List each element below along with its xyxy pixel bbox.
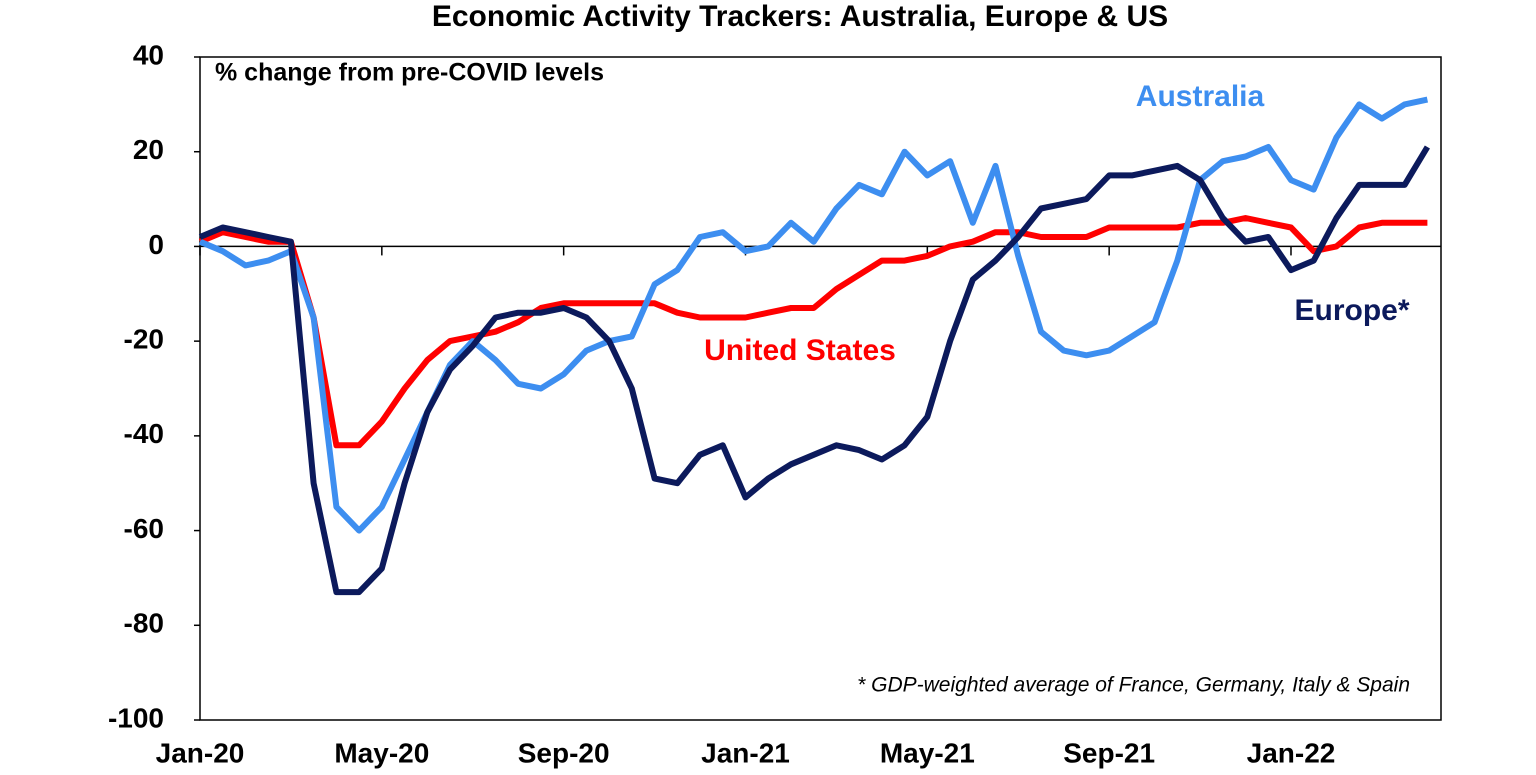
y-tick-label: -80 xyxy=(124,608,164,639)
y-tick-label: -60 xyxy=(124,513,164,544)
subtitle: % change from pre-COVID levels xyxy=(215,59,604,87)
x-tick-label: Jan-22 xyxy=(1247,737,1336,768)
y-tick-label: -20 xyxy=(124,324,164,355)
series-line xyxy=(198,215,1428,449)
x-tick-label: May-20 xyxy=(334,737,429,768)
x-tick-label: Jan-20 xyxy=(156,737,245,768)
y-tick-label: 40 xyxy=(133,39,164,70)
x-tick-label: May-21 xyxy=(880,737,975,768)
chart-title: Economic Activity Trackers: Australia, E… xyxy=(432,0,1168,33)
footnote: * GDP-weighted average of France, German… xyxy=(857,674,1410,697)
series-label: Australia xyxy=(1136,80,1265,113)
x-tick-label: Sep-21 xyxy=(1063,737,1155,768)
series-label: Europe* xyxy=(1294,294,1409,327)
series-line xyxy=(198,145,1430,596)
series-line xyxy=(198,96,1429,534)
y-tick-label: 20 xyxy=(133,134,164,165)
x-tick-label: Sep-20 xyxy=(518,737,610,768)
series-label: United States xyxy=(704,334,896,367)
x-tick-label: Jan-21 xyxy=(701,737,790,768)
plot-area xyxy=(199,56,1442,721)
y-tick-label: 0 xyxy=(148,229,164,260)
y-tick-label: -100 xyxy=(108,702,164,733)
y-tick-label: -40 xyxy=(124,418,164,449)
